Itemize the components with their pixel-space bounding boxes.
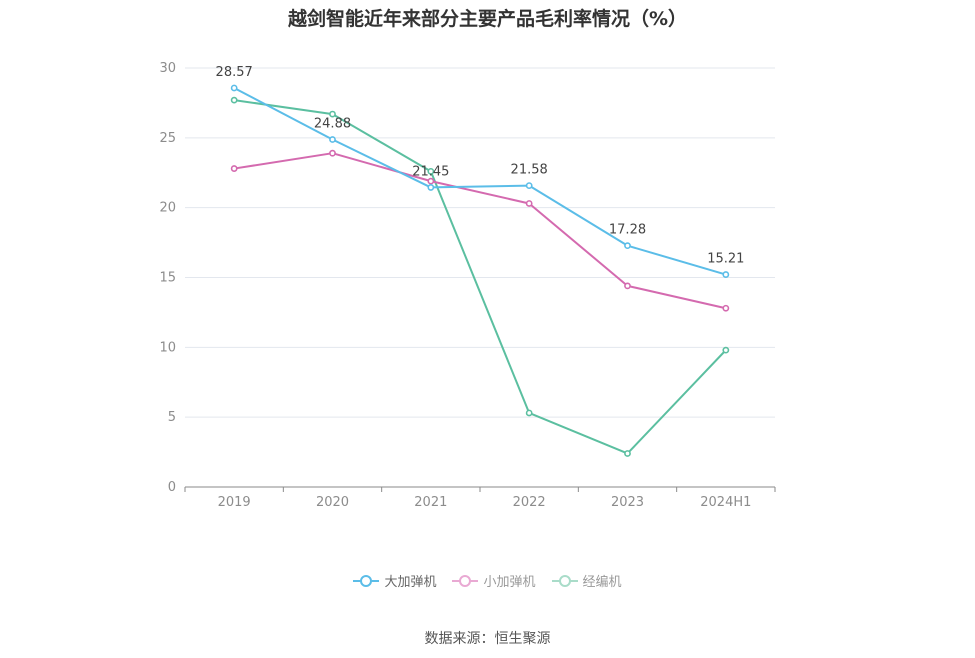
legend-line-circle-icon xyxy=(452,574,479,587)
data-point[interactable] xyxy=(230,84,238,92)
y-tick-label: 20 xyxy=(159,201,176,216)
legend-label: 经编机 xyxy=(582,575,622,590)
data-point[interactable] xyxy=(624,450,631,457)
y-tick-label: 0 xyxy=(168,480,176,495)
data-label: 24.88 xyxy=(314,117,351,132)
legend-item-large-texturing[interactable]: 大加弹机 xyxy=(353,571,436,590)
legend-label: 小加弹机 xyxy=(483,575,536,590)
data-point[interactable] xyxy=(722,271,730,278)
legend: 大加弹机 小加弹机 经编机 xyxy=(0,571,975,590)
data-point[interactable] xyxy=(722,346,730,354)
data-point[interactable] xyxy=(525,409,533,417)
source-note: 数据来源：恒生聚源 xyxy=(424,631,551,647)
x-tick-label: 2022 xyxy=(513,495,546,510)
data-point[interactable] xyxy=(329,110,336,118)
data-point[interactable] xyxy=(230,96,238,104)
data-point[interactable] xyxy=(230,165,238,172)
data-point[interactable] xyxy=(329,149,336,157)
y-tick-label: 25 xyxy=(159,131,176,146)
data-point[interactable] xyxy=(624,242,631,250)
grid-lines xyxy=(185,67,775,418)
line-chart: 0 5 10 15 20 25 30 2019 2020 2021 2022 2023 2024H1 2… xyxy=(159,61,776,510)
data-point[interactable] xyxy=(329,136,336,143)
chart-title: 越剑智能近年来部分主要产品毛利率情况（%） xyxy=(287,8,688,30)
data-point[interactable] xyxy=(722,304,730,312)
y-tick-label: 5 xyxy=(168,410,176,425)
series-line xyxy=(234,152,727,310)
data-point[interactable] xyxy=(624,282,631,290)
data-point[interactable] xyxy=(525,200,533,207)
data-point[interactable] xyxy=(427,167,435,175)
legend-line-circle-icon xyxy=(551,574,578,587)
y-tick-label: 30 xyxy=(159,61,176,76)
y-tick-label: 15 xyxy=(159,271,176,286)
x-tick-label: 2019 xyxy=(218,495,251,510)
data-point[interactable] xyxy=(427,184,435,191)
legend-label: 大加弹机 xyxy=(384,575,437,590)
axes: 0 5 10 15 20 25 30 2019 2020 2021 2022 2023 2024H1 xyxy=(159,61,776,510)
legend-item-small-texturing[interactable]: 小加弹机 xyxy=(452,571,536,590)
x-tick-label: 2020 xyxy=(316,495,349,510)
data-label: 21.58 xyxy=(511,163,548,178)
data-point[interactable] xyxy=(427,177,435,185)
x-tick-label: 2024H1 xyxy=(700,495,751,510)
legend-line-circle-icon xyxy=(353,574,380,587)
x-tick-label: 2023 xyxy=(611,495,644,510)
series-line xyxy=(234,99,727,455)
x-tick-label: 2021 xyxy=(414,495,447,510)
data-point[interactable] xyxy=(525,182,533,189)
legend-item-warp-knitting[interactable]: 经编机 xyxy=(551,571,622,590)
series-line xyxy=(233,87,727,276)
data-label: 17.28 xyxy=(609,223,646,238)
data-label: 21.45 xyxy=(412,164,449,179)
data-label: 15.21 xyxy=(707,252,744,267)
y-tick-label: 10 xyxy=(159,340,176,355)
data-labels: 28.57 24.88 21.45 21.58 17.28 15.21 xyxy=(216,65,745,267)
series-lines xyxy=(230,84,730,457)
data-label: 28.57 xyxy=(216,65,253,80)
